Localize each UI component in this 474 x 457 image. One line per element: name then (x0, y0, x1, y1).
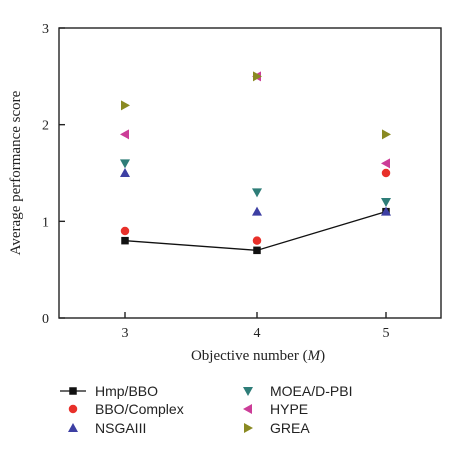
data-point (120, 129, 129, 140)
series-hype (120, 71, 390, 169)
data-point (121, 236, 129, 245)
legend-label: HYPE (270, 401, 308, 417)
legend-marker (244, 423, 253, 433)
data-point (381, 158, 390, 169)
legend-label: NSGAIII (95, 420, 146, 436)
data-point (381, 206, 391, 216)
series-grea (121, 71, 391, 140)
legend-item: MOEA/D-PBI (243, 383, 352, 399)
legend-item: NSGAIII (68, 420, 146, 436)
legend-marker (68, 404, 78, 414)
y-tick-label: 2 (42, 119, 49, 134)
legend-label: MOEA/D-PBI (270, 383, 352, 399)
legend-item: GREA (244, 420, 310, 436)
legend-label: GREA (270, 420, 310, 436)
data-point (381, 168, 391, 178)
data-point (381, 198, 391, 207)
series-bbo-complex (120, 168, 391, 245)
plot-frame (58, 27, 442, 319)
data-point (120, 226, 130, 236)
legend: Hmp/BBO BBO/Complex NSGAIII MOEA/D-PBI HYPE G… (60, 383, 352, 436)
data-point (252, 206, 262, 216)
data-point (382, 129, 391, 140)
series-nsgaiii (120, 168, 391, 216)
series-moea-d-pbi (120, 159, 391, 207)
x-tick-label: 4 (254, 326, 261, 341)
legend-item: Hmp/BBO (60, 383, 158, 399)
axis-ticks: 0 1 2 3 3 4 5 (42, 22, 390, 341)
legend-marker (68, 423, 78, 432)
x-axis-label: Objective number (M) (191, 348, 325, 364)
legend-item: BBO/Complex (68, 401, 184, 417)
data-point (121, 100, 130, 111)
legend-marker (243, 387, 253, 396)
y-tick-label: 0 (42, 312, 49, 327)
legend-label: Hmp/BBO (95, 383, 158, 399)
legend-item: HYPE (243, 401, 308, 417)
y-tick-label: 3 (42, 22, 49, 37)
x-tick-label: 3 (122, 326, 129, 341)
legend-marker (69, 387, 77, 395)
data-point (252, 236, 262, 245)
series-layer (120, 71, 391, 255)
data-point (253, 71, 262, 82)
legend-label: BBO/Complex (95, 401, 184, 417)
y-tick-label: 1 (42, 215, 49, 230)
data-point (120, 159, 130, 169)
y-axis-label: Average performance score (8, 90, 24, 255)
data-point (253, 246, 261, 255)
data-point (120, 168, 130, 177)
legend-marker (243, 404, 252, 414)
x-tick-label: 5 (383, 326, 390, 341)
data-point (252, 188, 262, 198)
